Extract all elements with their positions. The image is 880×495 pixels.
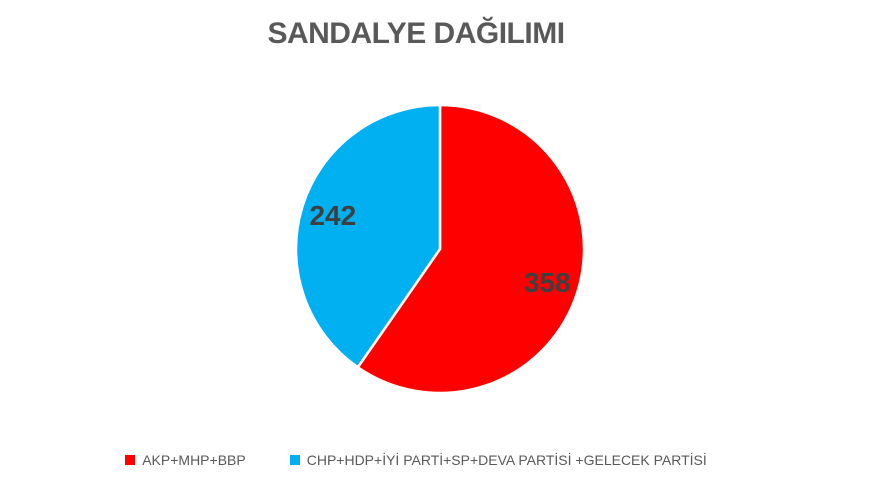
legend-swatch-blue: [289, 455, 300, 465]
data-label-1: 242: [309, 200, 356, 231]
pie-slice-0[interactable]: [356, 103, 586, 395]
chart-title: SANDALYE DAĞILIMI: [267, 17, 565, 50]
legend-label: CHP+HDP+İYİ PARTİ+SP+DEVA PARTİSİ +GELEC…: [306, 452, 707, 468]
legend-label: AKP+MHP+BBP: [142, 452, 246, 468]
legend-item-akp-mhp-bbp[interactable]: AKP+MHP+BBP: [125, 452, 246, 468]
legend: AKP+MHP+BBP CHP+HDP+İYİ PARTİ+SP+DEVA PA…: [0, 452, 832, 468]
pie-chart: 358 242: [290, 99, 590, 399]
pie-slice-1[interactable]: [294, 103, 442, 369]
pie-svg: 358 242: [294, 103, 586, 395]
data-label-0: 358: [524, 267, 571, 298]
legend-swatch-red: [125, 455, 136, 465]
legend-item-opposition[interactable]: CHP+HDP+İYİ PARTİ+SP+DEVA PARTİSİ +GELEC…: [289, 452, 707, 468]
